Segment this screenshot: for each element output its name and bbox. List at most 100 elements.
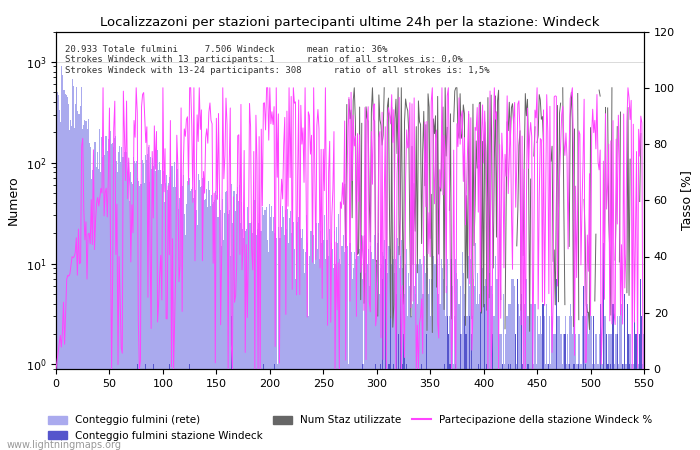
Bar xyxy=(640,334,641,450)
Bar xyxy=(522,364,523,450)
Bar xyxy=(537,316,538,450)
Bar xyxy=(119,146,120,450)
Bar xyxy=(72,80,73,450)
Bar xyxy=(492,334,493,450)
Bar xyxy=(430,316,431,450)
Bar xyxy=(352,279,354,450)
Bar xyxy=(238,201,239,450)
Bar xyxy=(502,364,503,450)
Text: 20.933 Totale fulmini     7.506 Windeck      mean ratio: 36%
Strokes Windeck wit: 20.933 Totale fulmini 7.506 Windeck mean… xyxy=(65,45,489,75)
Bar xyxy=(578,334,579,450)
Bar xyxy=(516,364,517,450)
Bar xyxy=(480,256,482,450)
Bar xyxy=(84,120,85,450)
Bar xyxy=(223,240,224,450)
Bar xyxy=(298,217,299,450)
Bar xyxy=(153,364,155,450)
Bar xyxy=(549,316,550,450)
Bar xyxy=(141,160,143,450)
Bar xyxy=(566,364,567,450)
Bar xyxy=(638,334,640,450)
Bar xyxy=(178,209,179,450)
Bar xyxy=(170,165,172,450)
Bar xyxy=(284,235,285,450)
Bar xyxy=(444,364,445,450)
Bar xyxy=(596,334,597,450)
Bar xyxy=(478,304,480,450)
Bar xyxy=(424,256,425,450)
Bar xyxy=(68,104,69,450)
Bar xyxy=(399,268,400,450)
Bar xyxy=(56,364,57,450)
Bar xyxy=(632,364,634,450)
Bar xyxy=(401,240,402,450)
Bar xyxy=(600,316,601,450)
Bar xyxy=(389,364,390,450)
Bar xyxy=(227,211,228,450)
Bar xyxy=(229,210,230,450)
Bar xyxy=(177,169,178,450)
Bar xyxy=(256,235,257,450)
Bar xyxy=(608,334,609,450)
Bar xyxy=(541,334,542,450)
Bar xyxy=(348,364,349,450)
Bar xyxy=(533,364,534,450)
Bar xyxy=(569,316,570,450)
Bar xyxy=(492,294,493,450)
Bar xyxy=(405,364,407,450)
Bar xyxy=(540,316,541,450)
Bar xyxy=(439,304,440,450)
Bar xyxy=(100,172,101,450)
Bar xyxy=(587,304,589,450)
Bar xyxy=(526,279,528,450)
Bar xyxy=(624,334,625,450)
Bar xyxy=(344,235,346,450)
Bar xyxy=(379,294,380,450)
Bar xyxy=(592,364,593,450)
Bar xyxy=(322,229,323,450)
Bar xyxy=(297,222,298,450)
Bar xyxy=(618,364,620,450)
Bar xyxy=(642,364,643,450)
Bar xyxy=(393,364,394,450)
Bar xyxy=(469,286,470,450)
Bar xyxy=(555,334,556,450)
Bar xyxy=(159,162,160,450)
Bar xyxy=(270,217,271,450)
Bar xyxy=(179,198,180,450)
Bar xyxy=(551,316,552,450)
Bar xyxy=(286,229,287,450)
Bar xyxy=(428,294,429,450)
Bar xyxy=(209,190,210,450)
Bar xyxy=(443,279,444,450)
Bar xyxy=(602,364,603,450)
Bar xyxy=(242,229,243,450)
Bar xyxy=(335,264,336,450)
Bar xyxy=(407,273,409,450)
Bar xyxy=(528,294,530,450)
Bar xyxy=(444,264,445,450)
Bar xyxy=(402,268,403,450)
Bar xyxy=(326,240,328,450)
Bar xyxy=(593,364,594,450)
Bar xyxy=(423,294,424,450)
Bar xyxy=(617,316,618,450)
Bar xyxy=(117,172,118,450)
Bar xyxy=(307,243,308,450)
Legend: Conteggio fulmini (rete), Conteggio fulmini stazione Windeck, Num Staz utilizzat: Conteggio fulmini (rete), Conteggio fulm… xyxy=(43,411,657,445)
Bar xyxy=(475,243,476,450)
Bar xyxy=(583,286,584,450)
Bar xyxy=(476,304,477,450)
Bar xyxy=(97,152,98,450)
Bar xyxy=(456,273,457,450)
Bar xyxy=(96,167,97,450)
Bar xyxy=(244,220,245,450)
Bar xyxy=(274,233,275,450)
Bar xyxy=(535,304,536,450)
Bar xyxy=(384,240,385,450)
Bar xyxy=(598,364,599,450)
Bar xyxy=(123,158,125,450)
Title: Localizzazoni per stazioni partecipanti ultime 24h per la stazione: Windeck: Localizzazoni per stazioni partecipanti … xyxy=(100,16,600,29)
Bar xyxy=(194,195,195,450)
Bar xyxy=(155,171,157,450)
